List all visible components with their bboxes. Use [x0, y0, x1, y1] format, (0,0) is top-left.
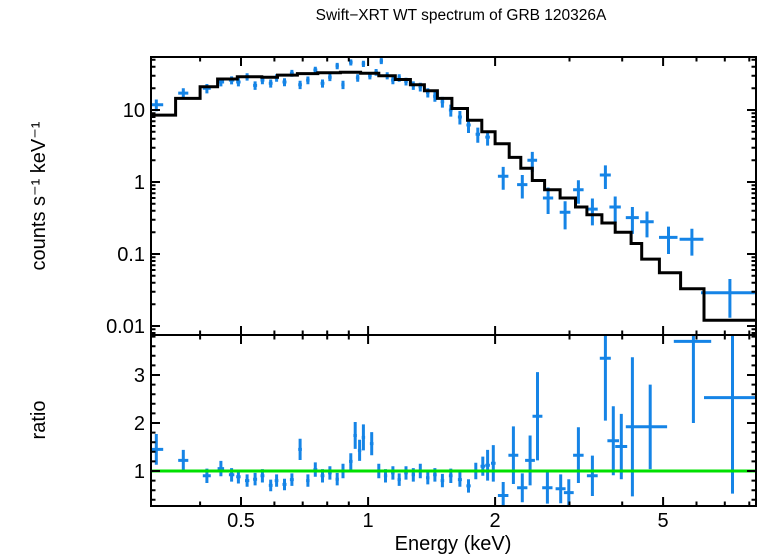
x-axis-label: Energy (keV) [395, 533, 512, 555]
x-tick-label: 1 [363, 510, 374, 532]
plot-body: 10 1 0.1 0.01 1 2 3 0.5 1 2 5 [106, 56, 757, 532]
model-histogram-line [151, 70, 756, 322]
spectrum-panel [151, 58, 756, 322]
x-tick-label: 5 [658, 510, 669, 532]
y-tick-label: 1 [134, 461, 145, 483]
chart-title: Swift−XRT WT spectrum of GRB 120326A [316, 7, 607, 24]
axis-ticks [151, 57, 756, 335]
y-tick-label: 10 [123, 100, 145, 122]
y-axis-label-ratio: ratio [28, 401, 50, 440]
y-tick-label: 0.1 [117, 244, 145, 266]
y-axis-label-counts: counts s⁻¹ keV⁻¹ [28, 121, 50, 270]
panel-frame [150, 334, 757, 507]
panel-frame [150, 56, 757, 336]
x-tick-label: 0.5 [227, 510, 255, 532]
axis-ticks [151, 335, 756, 506]
y-tick-label: 2 [134, 413, 145, 435]
y-tick-label: 0.01 [106, 316, 145, 338]
y-tick-label: 1 [134, 172, 145, 194]
x-tick-label: 2 [490, 510, 501, 532]
y-tick-label: 3 [134, 365, 145, 387]
ratio-panel [151, 335, 756, 506]
